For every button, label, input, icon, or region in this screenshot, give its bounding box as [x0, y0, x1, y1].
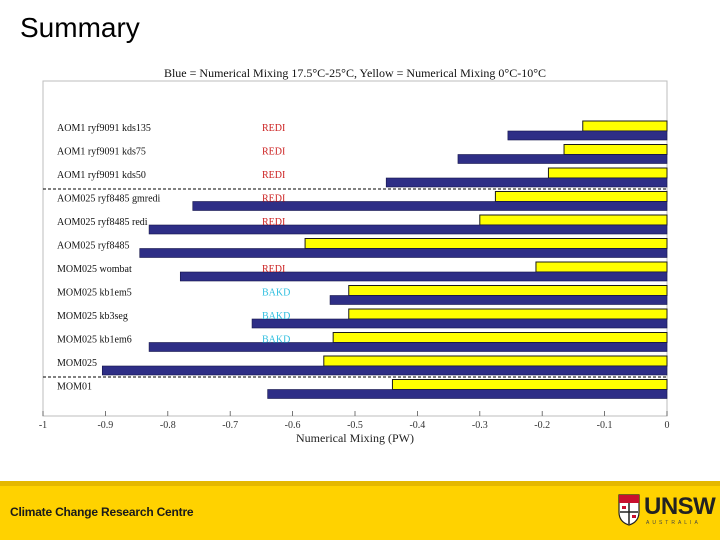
bar-blue-5	[139, 248, 668, 258]
x-tick-label-5: -0.5	[347, 420, 363, 431]
bar-blue-2	[385, 177, 668, 188]
tags-group: REDI REDI REDI REDI REDI REDI BAKD BAKD BAKD	[262, 123, 290, 346]
x-tick-label-8: -0.2	[534, 420, 550, 431]
category-labels-group: AOM1 ryf9091 kds135 AOM1 ryf9091 kds75 AOM…	[57, 123, 161, 393]
category-label-9: MOM025 kb1em6	[57, 335, 132, 346]
crest-icon	[618, 494, 640, 526]
footer-centre-name: Climate Change Research Centre	[10, 505, 194, 519]
slide-title: Summary	[20, 12, 140, 43]
bar-blue-0	[507, 130, 668, 141]
tag-label-7: BAKD	[262, 288, 290, 299]
bar-blue-1	[457, 154, 668, 164]
bar-yellow-10	[323, 355, 668, 367]
x-tick-label-9: -0.1	[597, 420, 613, 431]
x-tick-label-0: -1	[39, 420, 47, 431]
separators-group	[43, 188, 667, 378]
x-tick-label-1: -0.9	[97, 420, 113, 431]
bar-yellow-5	[304, 238, 668, 249]
bar-yellow-9	[332, 332, 668, 343]
bar-yellow-1	[563, 144, 668, 155]
tag-label-2: REDI	[262, 170, 285, 181]
category-label-10: MOM025	[57, 358, 97, 369]
x-tick-label-2: -0.8	[160, 420, 176, 431]
tag-label-1: REDI	[262, 147, 285, 158]
bar-blue-10	[101, 365, 668, 376]
bar-blue-9	[148, 342, 668, 352]
category-label-0: AOM1 ryf9091 kds135	[57, 123, 151, 134]
tag-label-9: BAKD	[262, 335, 290, 346]
bar-yellow-7	[348, 285, 668, 296]
chart-title: Blue = Numerical Mixing 17.5°C-25°C, Yel…	[164, 66, 546, 80]
bar-blue-8	[251, 318, 668, 329]
bar-yellow-3	[494, 191, 668, 202]
bar-blue-11	[267, 389, 668, 399]
x-tick-label-4: -0.6	[285, 420, 301, 431]
category-label-11: MOM01	[57, 382, 92, 393]
category-label-2: AOM1 ryf9091 kds50	[57, 170, 146, 181]
category-label-3: AOM025 ryf8485 gmredi	[57, 194, 161, 205]
bar-blue-7	[329, 295, 668, 305]
category-label-7: MOM025 kb1em5	[57, 288, 132, 299]
bar-yellow-4	[479, 214, 668, 226]
bar-blue-3	[192, 201, 668, 211]
bar-yellow-8	[348, 308, 668, 320]
x-axis-label: Numerical Mixing (PW)	[296, 431, 414, 445]
footer-top-line	[0, 481, 720, 486]
category-label-1: AOM1 ryf9091 kds75	[57, 147, 146, 158]
logo-subtitle: AUSTRALIA	[646, 520, 701, 526]
tag-label-8: BAKD	[262, 311, 290, 322]
x-tick-label-10: 0	[665, 420, 670, 431]
bars-group	[101, 120, 668, 399]
unsw-logo: UNSW AUSTRALIA	[618, 493, 716, 534]
bar-blue-4	[148, 224, 668, 235]
x-tick-label-7: -0.3	[472, 420, 488, 431]
chart-svg: Blue = Numerical Mixing 17.5°C-25°C, Yel…	[39, 66, 670, 445]
tag-label-0: REDI	[262, 123, 285, 134]
category-label-4: AOM025 ryf8485 redi	[57, 217, 148, 228]
bar-yellow-0	[582, 120, 668, 132]
bar-yellow-11	[391, 379, 668, 390]
category-label-8: MOM025 kb3seg	[57, 311, 128, 322]
bar-blue-6	[179, 271, 668, 282]
bar-yellow-2	[547, 167, 668, 179]
logo-name: UNSW	[644, 493, 716, 520]
x-tick-label-3: -0.7	[222, 420, 238, 431]
tag-label-6: REDI	[262, 264, 285, 275]
category-label-6: MOM025 wombat	[57, 264, 132, 275]
tag-label-3: REDI	[262, 194, 285, 205]
category-label-5: AOM025 ryf8485	[57, 241, 130, 252]
footer-band	[0, 481, 720, 540]
tag-label-4: REDI	[262, 217, 285, 228]
x-tick-label-6: -0.4	[409, 420, 425, 431]
x-ticks-group: -1 -0.9 -0.8 -0.7 -0.6 -0.5 -0.4 -0.3 -0.2 -0.1 0	[39, 411, 670, 431]
bar-yellow-6	[535, 261, 668, 273]
numerical-mixing-chart: Blue = Numerical Mixing 17.5°C-25°C, Yel…	[0, 60, 720, 460]
